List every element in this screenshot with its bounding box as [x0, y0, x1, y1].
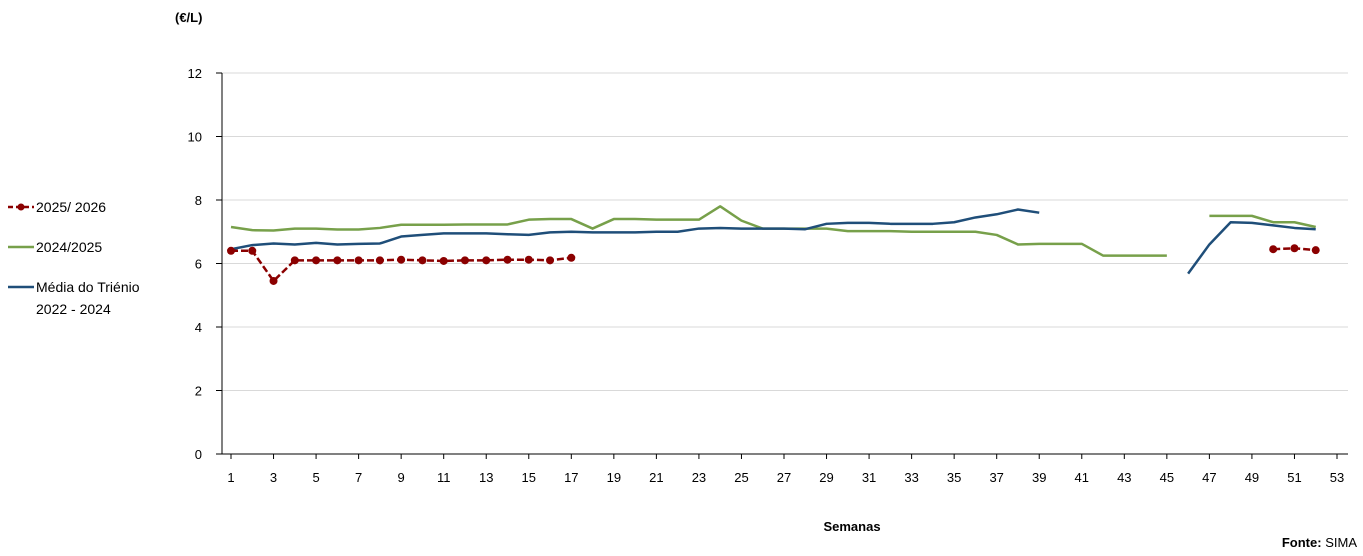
x-tick-label: 37 — [989, 470, 1003, 485]
y-unit-label: (€/L) — [175, 10, 202, 25]
legend-item-media-trienio: Média do Triénio 2022 - 2024 — [6, 276, 196, 320]
x-tick-label: 13 — [479, 470, 493, 485]
data-point — [397, 255, 406, 264]
data-point — [503, 255, 512, 264]
x-tick-label: 43 — [1117, 470, 1131, 485]
series-line — [230, 208, 1040, 251]
x-axis-title: Semanas — [823, 519, 880, 534]
data-point — [567, 253, 576, 262]
data-point — [375, 256, 384, 265]
y-tick-label: 12 — [188, 66, 202, 81]
data-point — [248, 246, 257, 255]
x-tick-label: 15 — [522, 470, 536, 485]
x-tick-label: 9 — [398, 470, 405, 485]
source-note: Fonte: SIMA — [1282, 535, 1357, 550]
data-point — [460, 256, 469, 265]
data-point — [227, 246, 235, 255]
x-tick-label: 11 — [437, 470, 451, 485]
series-line — [230, 205, 1167, 257]
series-2 — [230, 208, 1316, 275]
x-tick-label: 39 — [1032, 470, 1046, 485]
x-tick-label: 33 — [904, 470, 918, 485]
x-tick-label: 3 — [270, 470, 277, 485]
legend: 2025/ 2026 2024/2025 Média do Triénio 20… — [6, 196, 196, 338]
x-tick-label: 25 — [734, 470, 748, 485]
series-1 — [230, 205, 1317, 257]
y-tick-label: 10 — [188, 130, 202, 145]
data-point — [439, 256, 448, 265]
x-tick-label: 31 — [862, 470, 876, 485]
legend-label: Média do Triénio 2022 - 2024 — [36, 279, 140, 317]
legend-item-2025-2026: 2025/ 2026 — [6, 196, 196, 218]
series-0 — [227, 244, 1320, 285]
source-value: SIMA — [1325, 535, 1357, 550]
series-line — [1209, 214, 1317, 229]
data-point — [354, 256, 363, 265]
x-tick-label: 17 — [564, 470, 578, 485]
x-tick-label: 5 — [312, 470, 319, 485]
y-tick-label: 6 — [195, 257, 202, 272]
series-line — [1187, 220, 1316, 275]
legend-marker-2024-2025 — [8, 245, 34, 249]
x-tick-label: 35 — [947, 470, 961, 485]
data-point — [1311, 246, 1320, 255]
x-tick-label: 41 — [1075, 470, 1089, 485]
data-point — [482, 256, 491, 265]
source-label: Fonte: — [1281, 535, 1322, 550]
x-tick-label: 19 — [607, 470, 621, 485]
data-point — [418, 256, 427, 265]
x-tick-label: 45 — [1160, 470, 1174, 485]
data-point — [269, 276, 278, 285]
data-point — [312, 256, 321, 265]
legend-marker-media-trienio — [8, 285, 34, 289]
x-tick-label: 23 — [692, 470, 706, 485]
y-tick-label: 0 — [195, 447, 202, 462]
y-tick-label: 8 — [195, 193, 202, 208]
data-point — [546, 256, 555, 265]
x-tick-label: 21 — [649, 470, 663, 485]
data-point — [524, 255, 533, 264]
x-tick-label: 29 — [819, 470, 833, 485]
x-tick-label: 47 — [1202, 470, 1216, 485]
series-line — [231, 249, 572, 283]
legend-label: 2025/ 2026 — [36, 199, 107, 215]
x-tick-label: 1 — [227, 470, 234, 485]
legend-marker-2025-2026 — [8, 203, 34, 211]
x-tick-label: 7 — [355, 470, 362, 485]
legend-label: 2024/2025 — [36, 239, 103, 255]
gridlines — [222, 72, 1348, 391]
data-point — [290, 256, 299, 265]
x-tick-label: 27 — [777, 470, 791, 485]
y-tick-label: 4 — [195, 320, 202, 335]
y-tick-label: 2 — [195, 384, 202, 399]
data-point — [1290, 244, 1299, 253]
x-tick-label: 53 — [1330, 470, 1344, 485]
x-tick-label: 49 — [1245, 470, 1259, 485]
series-layer — [227, 205, 1320, 285]
data-point — [333, 256, 342, 265]
x-tick-label: 51 — [1287, 470, 1301, 485]
legend-item-2024-2025: 2024/2025 — [6, 236, 196, 258]
data-point — [1269, 245, 1278, 254]
